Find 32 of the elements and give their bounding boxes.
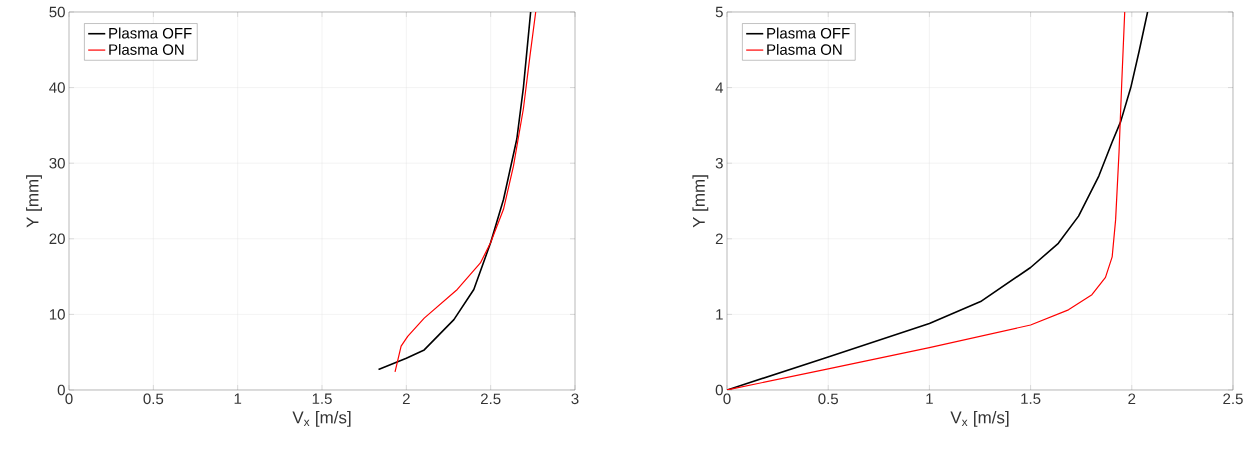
x-tick-label: 0.5 — [818, 393, 838, 405]
x-tick-label: 1 — [234, 393, 242, 404]
y-tick-label: 40 — [49, 82, 65, 93]
y-tick-label: 10 — [49, 309, 65, 320]
y-tick-label: 50 — [49, 6, 65, 18]
y-tick-label: 4 — [715, 82, 724, 93]
x-tick-label: 1.5 — [312, 393, 332, 404]
x-tick-label: 2.5 — [481, 393, 501, 405]
legend-label: Plasma OFF — [109, 27, 192, 39]
y-axis-title: Y [mm] — [26, 175, 42, 228]
x-tick-label: 2 — [402, 393, 410, 404]
legend-label: Plasma OFF — [767, 27, 850, 39]
x-tick-label: 1.5 — [1021, 393, 1041, 404]
y-tick-label: 5 — [715, 6, 723, 18]
x-axis-title: V$_{x}$ [m/s] — [950, 411, 1009, 427]
x-tick-label: 1 — [926, 393, 933, 404]
y-tick-label: 20 — [49, 233, 65, 245]
x-tick-label: 0.5 — [143, 393, 164, 405]
y-tick-label: 1 — [716, 309, 723, 320]
x-tick-label: 2 — [1128, 393, 1136, 404]
y-tick-label: 0 — [715, 384, 723, 396]
x-tick-label: 2.5 — [1223, 393, 1243, 405]
y-axis-title: Y [mm] — [692, 175, 709, 228]
y-tick-label: 3 — [715, 157, 723, 169]
y-tick-label: 2 — [715, 233, 723, 245]
x-tick-label: 0 — [65, 393, 73, 405]
legend-label: Plasma ON — [767, 43, 842, 55]
y-tick-label: 0 — [57, 384, 65, 396]
y-tick-label: 30 — [49, 157, 65, 169]
legend-label: Plasma ON — [109, 43, 184, 55]
x-tick-label: 3 — [571, 393, 579, 405]
x-axis-title: V$_{x}$ [m/s] — [292, 411, 351, 427]
